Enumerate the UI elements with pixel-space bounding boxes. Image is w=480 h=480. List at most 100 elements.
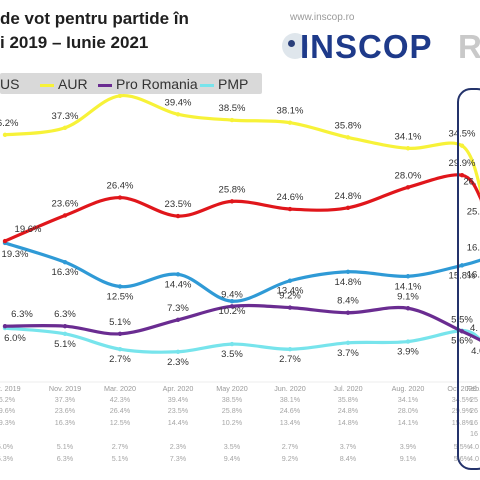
- table-cell-1-8: 29.9%: [452, 406, 473, 415]
- table-cell-2-9: 16: [470, 418, 478, 427]
- table-cell-1-9: 26: [470, 406, 478, 415]
- legend-item-pmp: PMP: [200, 76, 248, 92]
- table-cell-1-1: 23.6%: [55, 406, 76, 415]
- point-purple-4: [229, 304, 235, 309]
- chart-title-line-1: de vot pentru partide în: [0, 9, 189, 28]
- point-yellow-4: [229, 117, 235, 123]
- data-label-cyan-6: 3.7%: [337, 348, 359, 359]
- table-cell-4-3: 2.3%: [170, 442, 187, 451]
- table-cell-4-5: 2.7%: [282, 442, 299, 451]
- legend-swatch-aur: [40, 83, 54, 87]
- table-header-8: Oct 2020: [447, 384, 476, 393]
- table-cell-1-4: 25.8%: [222, 406, 243, 415]
- table-cell-4-6: 3.7%: [340, 442, 357, 451]
- data-label-purple-9: 4.: [470, 323, 478, 334]
- data-label-cyan-8: 5.6%: [451, 336, 473, 347]
- data-label-yellow-4: 38.5%: [219, 103, 246, 114]
- data-label-blue-9-alt: 16.5: [467, 270, 480, 281]
- point-purple-6: [345, 310, 351, 315]
- data-label-blue-7: 14.1%: [395, 281, 422, 292]
- table-cell-5-0: 6.3%: [0, 454, 14, 463]
- table-cell-2-3: 14.4%: [168, 418, 189, 427]
- table-cell-1-3: 23.5%: [168, 406, 189, 415]
- data-label-purple-8: 5.5%: [451, 314, 473, 325]
- point-red-5: [287, 206, 293, 212]
- table-cell-2-8: 15.8%: [452, 418, 473, 427]
- point-blue-1: [62, 259, 68, 265]
- table-cell-2-6: 14.8%: [338, 418, 359, 427]
- data-label-red-9: 25.9: [467, 207, 480, 218]
- data-label-cyan-5: 2.7%: [279, 354, 301, 365]
- table-header-2: Mar. 2020: [104, 384, 136, 393]
- legend-swatch-pmp: [200, 83, 214, 87]
- point-blue-2: [117, 284, 123, 289]
- data-label-yellow-8: 34.5%: [449, 129, 476, 140]
- point-blue-7: [405, 274, 411, 279]
- table-cell-5-7: 9.1%: [400, 454, 417, 463]
- point-purple-0: [2, 323, 8, 329]
- table-cell-5-4: 9.4%: [224, 454, 241, 463]
- data-label-cyan-0: 6.0%: [4, 333, 26, 344]
- point-red-8: [459, 172, 465, 178]
- table-cell-4-0: 6.0%: [0, 442, 14, 451]
- data-label-red-1: 23.6%: [52, 198, 79, 209]
- data-label-purple-7: 9.1%: [397, 291, 419, 302]
- legend-swatch-pro-romania: [98, 83, 112, 87]
- point-blue-4: [229, 299, 235, 304]
- latest-period-highlight: [457, 88, 480, 470]
- data-label-yellow-1: 37.3%: [52, 111, 79, 122]
- point-yellow-7: [405, 146, 411, 151]
- table-cell-4-4: 3.5%: [224, 442, 241, 451]
- point-cyan-2: [117, 347, 123, 352]
- data-label-blue-4: 10.2%: [219, 306, 246, 317]
- legend-item-pro-romania: Pro Romania: [98, 76, 198, 92]
- point-red-7: [405, 185, 411, 190]
- table-cell-1-2: 26.4%: [110, 406, 131, 415]
- data-label-red-8: 29.9%: [449, 158, 476, 169]
- data-label-cyan-9: 4.0%: [471, 346, 480, 357]
- table-cell-3-9: 16: [470, 429, 478, 438]
- data-label-yellow-3: 39.4%: [165, 97, 192, 108]
- data-label-blue-2: 12.5%: [107, 292, 134, 303]
- data-label-blue-9: 16.7: [467, 243, 480, 254]
- table-cell-2-5: 13.4%: [280, 418, 301, 427]
- data-label-yellow-7: 34.1%: [395, 131, 422, 142]
- table-cell-0-2: 42.3%: [110, 395, 131, 404]
- point-blue-8: [459, 263, 465, 268]
- table-cell-5-3: 7.3%: [170, 454, 187, 463]
- point-cyan-4: [229, 341, 235, 347]
- brand-logo: INSCOP R: [282, 28, 480, 64]
- data-label-yellow-5: 38.1%: [277, 106, 304, 117]
- table-cell-0-5: 38.1%: [280, 395, 301, 404]
- data-label-purple-4: 9.4%: [221, 289, 243, 300]
- table-cell-2-2: 12.5%: [110, 418, 131, 427]
- point-purple-2: [117, 331, 123, 337]
- table-cell-0-6: 35.8%: [338, 395, 359, 404]
- table-header-9: Feb.: [467, 384, 480, 393]
- point-yellow-5: [287, 120, 293, 125]
- data-label-blue-8: 15.8%: [449, 270, 476, 281]
- table-cell-2-7: 14.1%: [398, 418, 419, 427]
- table-cell-0-1: 37.3%: [55, 395, 76, 404]
- table-cell-1-0: 19.6%: [0, 406, 16, 415]
- data-label-cyan-1: 5.1%: [54, 339, 76, 350]
- table-cell-4-1: 5.1%: [57, 442, 74, 451]
- point-yellow-8: [459, 143, 465, 148]
- point-red-1: [62, 213, 68, 218]
- brand-url: www.inscop.ro: [290, 12, 355, 23]
- table-header-6: Jul. 2020: [333, 384, 362, 393]
- table-cell-0-4: 38.5%: [222, 395, 243, 404]
- data-label-blue-1: 16.3%: [52, 267, 79, 278]
- data-label-cyan-7: 3.9%: [397, 347, 419, 358]
- point-purple-8: [459, 329, 465, 334]
- brand-name: INSCOP: [300, 28, 433, 64]
- logo-circle-icon: [282, 33, 308, 59]
- table-cell-5-9: 4.0: [469, 454, 479, 463]
- data-label-yellow-6: 35.8%: [335, 120, 362, 131]
- table-cell-4-9: 4.0: [469, 442, 479, 451]
- point-yellow-1: [62, 125, 68, 130]
- data-label-purple-6: 8.4%: [337, 296, 359, 307]
- point-purple-3: [175, 317, 181, 322]
